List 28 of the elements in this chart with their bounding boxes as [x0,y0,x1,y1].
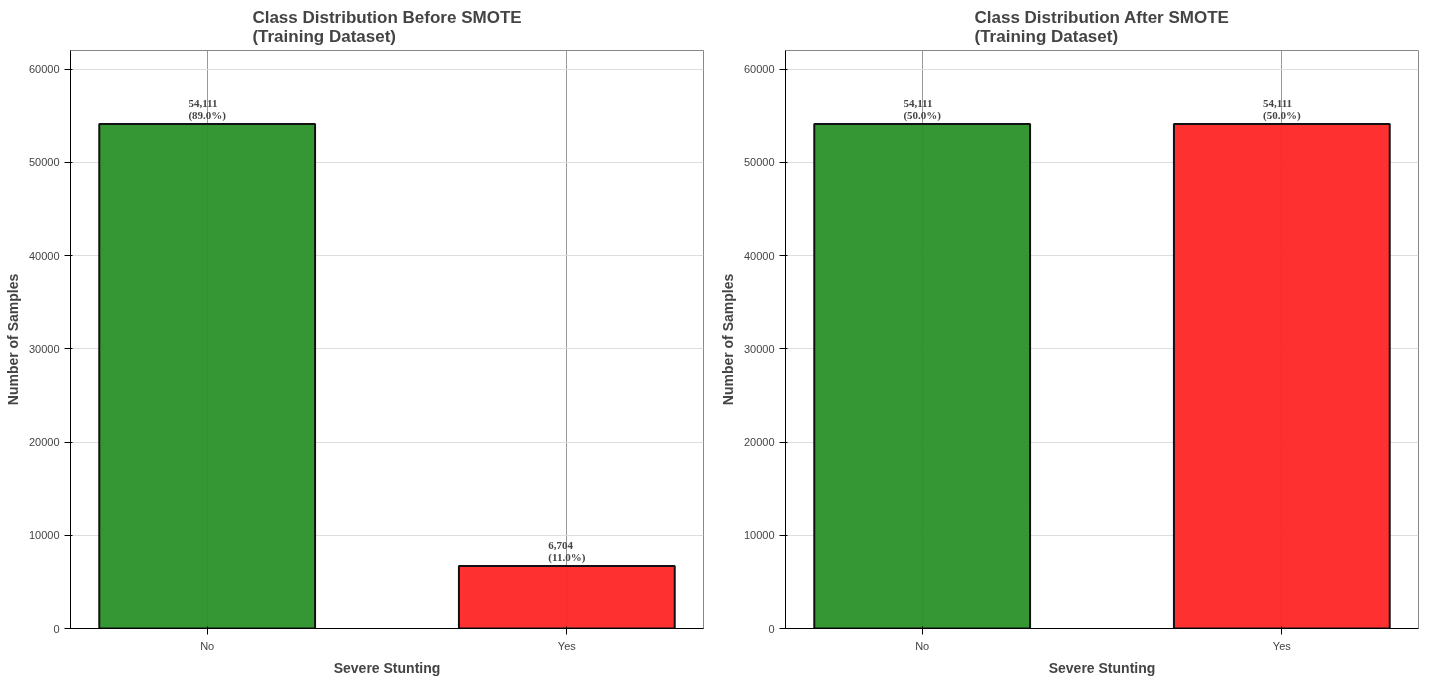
data-label: 54,111 (50.0%) [1263,97,1301,123]
y-tick-label: 50000 [28,156,60,169]
y-axis-title: Number of Samples [4,273,21,406]
y-tick-label: 0 [53,622,60,635]
y-axis-title: Number of Samples [719,273,736,406]
x-tick-label: No [200,639,215,652]
y-tick-label: 10000 [28,529,60,542]
y-tick-label: 20000 [743,436,775,449]
y-tick-label: 20000 [28,436,60,449]
x-axis-title: Severe Stunting [333,659,441,676]
y-tick-label: 10000 [743,529,775,542]
chart-title: Class Distribution After SMOTE (Training Dataset) [974,7,1229,46]
x-tick-label: Yes [557,639,577,652]
y-tick-label: 60000 [28,63,60,76]
y-tick-label: 0 [768,622,775,635]
x-axis-title: Severe Stunting [1048,659,1156,676]
y-tick-label: 60000 [743,63,775,76]
x-tick-label: Yes [1272,639,1292,652]
data-label: 54,111 (89.0%) [188,97,227,123]
data-label: 54,111 (50.0%) [903,97,942,123]
x-tick-label: No [915,639,930,652]
y-tick-label: 30000 [28,342,60,355]
y-tick-label: 50000 [743,156,775,169]
y-tick-label: 40000 [28,249,60,262]
y-tick-label: 30000 [743,342,775,355]
y-tick-label: 40000 [743,249,775,262]
chart-title: Class Distribution Before SMOTE (Training Dataset) [252,7,522,46]
data-label: 6,704 (11.0%) [548,539,586,564]
